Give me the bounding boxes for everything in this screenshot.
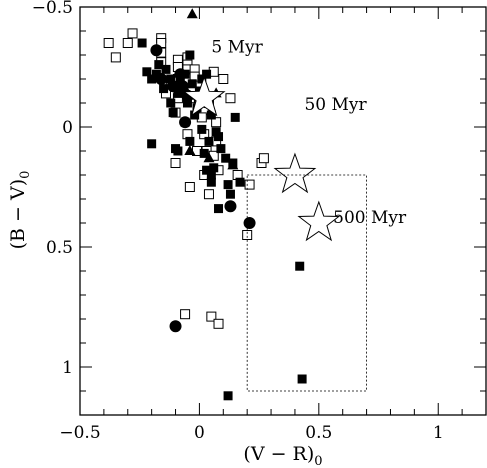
filled-square-point bbox=[154, 60, 164, 70]
filled-square-point bbox=[216, 144, 226, 154]
open-square-point bbox=[225, 93, 236, 104]
y-tick-label: 0.5 bbox=[46, 238, 73, 258]
y-tick-label: 1 bbox=[62, 358, 73, 378]
filled-triangle-point bbox=[227, 159, 239, 170]
y-axis-label-subscript: 0 bbox=[18, 171, 33, 179]
filled-square-point bbox=[204, 136, 214, 146]
filled-square-point bbox=[209, 163, 219, 173]
chart-marks bbox=[103, 8, 341, 401]
x-tick-label: 0.5 bbox=[305, 423, 332, 443]
filled-square-point bbox=[214, 132, 224, 142]
open-square-point bbox=[213, 318, 224, 329]
filled-square-point bbox=[202, 69, 212, 79]
filled-square-point bbox=[230, 112, 240, 122]
filled-square-point bbox=[197, 124, 207, 134]
plot-frame-layer bbox=[79, 6, 487, 416]
tick-layer: −0.5 0 0.5 1 −0.5 0 0.5 1 bbox=[32, 0, 487, 443]
filled-circle-point bbox=[179, 116, 192, 129]
y-axis-label: (B − V)0 bbox=[7, 171, 33, 250]
open-square-point bbox=[180, 309, 191, 320]
filled-square-point bbox=[190, 110, 200, 120]
y-tick-label: −0.5 bbox=[32, 0, 73, 18]
filled-square-point bbox=[173, 146, 183, 156]
filled-square-point bbox=[159, 84, 169, 94]
open-square-point bbox=[242, 230, 253, 240]
filled-circle-point bbox=[224, 200, 237, 213]
filled-circle-point bbox=[155, 73, 168, 85]
open-square-point bbox=[218, 74, 229, 84]
filled-square-point bbox=[206, 177, 216, 187]
filled-square-point bbox=[185, 136, 195, 146]
model-star-marker bbox=[273, 152, 317, 194]
filled-square-point bbox=[142, 67, 152, 77]
filled-square-point bbox=[199, 148, 209, 158]
filled-square-point bbox=[197, 74, 207, 84]
filled-square-point bbox=[161, 64, 171, 74]
filled-square-point bbox=[221, 153, 231, 163]
open-square-point bbox=[206, 311, 217, 322]
open-square-point bbox=[110, 52, 121, 63]
age-annotation: 500 Myr bbox=[333, 208, 407, 228]
filled-circle-point bbox=[243, 217, 256, 229]
filled-square-point bbox=[206, 170, 216, 180]
x-tick-label: −0.5 bbox=[59, 423, 100, 443]
filled-circle-point bbox=[169, 320, 182, 333]
open-square-point bbox=[244, 179, 255, 190]
filled-triangle-point bbox=[203, 152, 215, 163]
filled-square-point bbox=[187, 79, 197, 89]
open-square-point bbox=[211, 117, 222, 128]
filled-square-point bbox=[214, 204, 224, 214]
filled-triangle-point bbox=[179, 82, 191, 93]
filled-square-point bbox=[297, 374, 307, 384]
filled-circle-point bbox=[174, 68, 187, 81]
y-tick-label: 0 bbox=[62, 118, 73, 138]
open-square-point bbox=[170, 158, 181, 168]
filled-triangle-point bbox=[186, 8, 198, 19]
filled-square-point bbox=[211, 127, 221, 137]
filled-square-point bbox=[223, 391, 233, 401]
open-square-point bbox=[127, 28, 138, 39]
x-axis-label: (V − R)0 bbox=[243, 443, 322, 468]
x-tick-label: 0 bbox=[194, 423, 205, 443]
annotation-layer: 5 Myr 50 Myr 500 Myr bbox=[211, 38, 407, 228]
filled-square-point bbox=[182, 98, 192, 108]
plot-frame bbox=[79, 6, 487, 416]
filled-square-point bbox=[166, 74, 176, 84]
filled-square-point bbox=[223, 180, 233, 190]
x-tick-label: 1 bbox=[433, 423, 444, 443]
filled-square-point bbox=[185, 50, 195, 60]
filled-square-point bbox=[137, 38, 147, 48]
age-annotation: 50 Myr bbox=[304, 95, 367, 115]
filled-square-point bbox=[235, 177, 245, 187]
filled-square-point bbox=[168, 108, 178, 118]
model-star-marker bbox=[182, 75, 226, 117]
filled-square-point bbox=[206, 110, 216, 120]
filled-square-point bbox=[166, 98, 176, 108]
open-square-point bbox=[184, 182, 195, 192]
open-square-point bbox=[103, 38, 114, 48]
filled-square-point bbox=[151, 69, 161, 79]
filled-square-point bbox=[225, 189, 235, 199]
filled-square-point bbox=[295, 261, 305, 271]
filled-square-point bbox=[147, 74, 157, 84]
filled-square-point bbox=[147, 139, 157, 149]
age-annotation: 5 Myr bbox=[211, 38, 263, 58]
filled-square-point bbox=[173, 88, 183, 98]
open-square-point bbox=[203, 189, 214, 200]
filled-triangle-point bbox=[184, 145, 196, 155]
filled-circle-point bbox=[150, 44, 163, 57]
open-square-point bbox=[258, 153, 269, 164]
x-axis-label-subscript: 0 bbox=[314, 454, 322, 468]
model-star-marker bbox=[297, 200, 341, 242]
filled-square-point bbox=[202, 165, 212, 175]
filled-circle-point bbox=[167, 80, 180, 93]
open-square-point bbox=[122, 38, 133, 48]
